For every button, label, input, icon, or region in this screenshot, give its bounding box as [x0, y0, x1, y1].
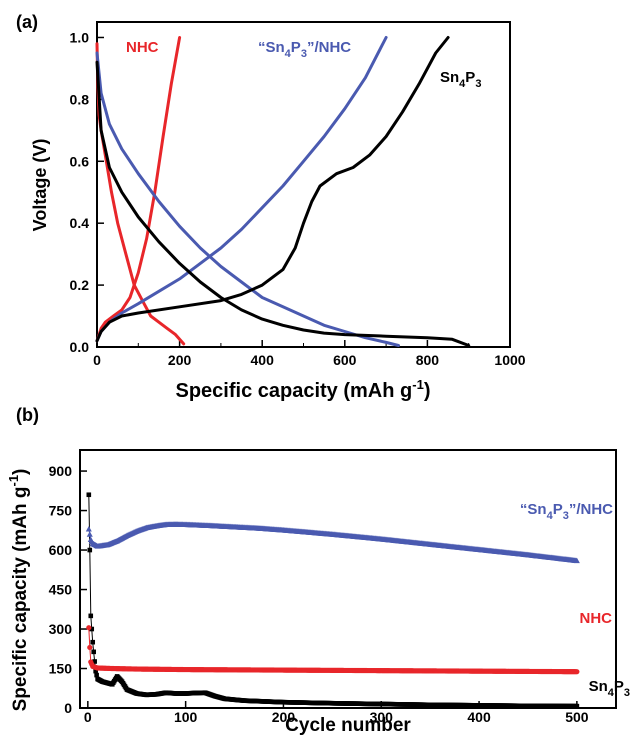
- panel-a-x-tick-label: 0: [93, 352, 101, 368]
- panel-b-y-tick-label: 750: [49, 503, 73, 519]
- panel-b-series-label-sn4p3-nhc: “Sn4P3”/NHC: [520, 501, 613, 522]
- panel-b-sn4p3-nhc-point: [573, 557, 580, 564]
- panel-b-sn4p3-point: [88, 613, 94, 619]
- panel-b-y-tick-label: 150: [49, 661, 73, 677]
- panel-b-series-sn4p3-nhc: [85, 521, 580, 564]
- panel-b-label: (b): [16, 405, 39, 425]
- panel-b-sn4p3-point: [91, 649, 96, 655]
- panel-b-sn4p3-point: [92, 659, 97, 664]
- panel-b-sn4p3-point: [86, 492, 92, 498]
- panel-a-series-label-sn4p3: Sn4P3: [440, 69, 481, 90]
- panel-b-y-tick-label: 300: [49, 621, 73, 637]
- panel-b-x-tick-label: 500: [565, 709, 589, 725]
- panel-a-series-labels: NHC “Sn4P3”/NHC Sn4P3: [126, 39, 481, 90]
- panel-b-y-axis-title-sup: -1: [6, 475, 21, 487]
- panel-b-nhc-line: [88, 627, 577, 673]
- panel-b-nhc-point: [87, 644, 93, 651]
- panel-a-sn4p3-nhc-discharge-curve: [95, 51, 400, 347]
- panel-b-nhc-point: [86, 625, 92, 631]
- panel-b-series-label-sn4p3: Sn4P3: [589, 678, 630, 699]
- panel-b-x-tick-label: 0: [84, 709, 92, 725]
- panel-b-y-axis-title: Specific capacity (mAh g-1): [6, 469, 31, 712]
- panel-a-x-axis-title-main: Specific capacity (mAh g: [176, 380, 413, 402]
- panel-b-y-axis-title-main: Specific capacity (mAh g: [10, 486, 31, 711]
- panel-b-y-tick-label: 450: [49, 582, 73, 598]
- panel-a-x-tick-label: 800: [416, 352, 440, 368]
- panel-a-y-tick-label: 0.0: [70, 339, 90, 355]
- panel-a-ticks: 0 200 400 600 800 1000 0.0 0.2 0.4 0.6 0.8 1.0: [70, 29, 526, 368]
- panel-a-y-tick-label: 0.2: [70, 277, 90, 293]
- panel-a-y-tick-label: 1.0: [70, 29, 90, 45]
- panel-b-sn4p3-point: [90, 639, 96, 645]
- panel-a-sn4p3-charge-curve: [95, 36, 450, 343]
- panel-b-x-axis-title: Cycle number: [285, 715, 411, 735]
- panel-a-label: (a): [16, 12, 38, 32]
- panel-b-x-tick-label: 200: [272, 709, 296, 725]
- panel-a-curves: [95, 36, 471, 347]
- panel-a-y-tick-label: 0.8: [70, 91, 90, 107]
- panel-b-x-tick-label: 100: [174, 709, 198, 725]
- panel-a-sn4p3-discharge-curve: [95, 60, 471, 347]
- panel-b-x-tick-label: 300: [370, 709, 394, 725]
- panel-b-plot-frame: [79, 449, 617, 709]
- panel-b-y-tick-label: 600: [49, 542, 73, 558]
- panel-b-series-sn4p3: [86, 492, 580, 709]
- panel-a-x-tick-label: 400: [251, 352, 275, 368]
- panel-a-x-axis-title-end: ): [424, 380, 431, 402]
- panel-b-sn4p3-point: [94, 672, 99, 678]
- panel-b-x-tick-label: 400: [467, 709, 491, 725]
- panel-a-series-label-sn4p3-nhc: “Sn4P3”/NHC: [258, 39, 351, 60]
- panel-b-series-nhc: [86, 625, 580, 675]
- panel-a-y-tick-label: 0.6: [70, 153, 90, 169]
- panel-b-sn4p3-nhc-point: [86, 531, 93, 537]
- panel-a-x-tick-label: 600: [333, 352, 357, 368]
- panel-a-x-axis-title: Specific capacity (mAh g-1): [176, 377, 431, 402]
- panel-b-sn4p3-point: [87, 547, 93, 553]
- panel-b-series-labels: “Sn4P3”/NHC NHC Sn4P3: [520, 501, 630, 699]
- panel-a: (a) 0 200 400 600 800 10000.00.20.40.60.81.0 …: [16, 12, 526, 402]
- panel-b-sn4p3-point: [89, 626, 95, 632]
- panel-b-y-tick-label: 0: [64, 700, 72, 716]
- panel-a-x-tick-label: 1000: [494, 352, 525, 368]
- panel-b-ticks: 0 100 200 300 400 500 0 150 300 450 600 750 900: [49, 463, 589, 725]
- panel-a-series-label-nhc: NHC: [126, 39, 159, 56]
- panel-b-y-axis-title-end: ): [10, 469, 31, 475]
- panel-a-x-axis-title-sup: -1: [412, 377, 424, 392]
- panel-a-y-tick-label: 0.4: [70, 215, 90, 231]
- panel-b-nhc-point: [574, 669, 580, 675]
- panel-b-sn4p3-nhc-line: [88, 523, 577, 562]
- panel-b: (b) 0 100 200 300 400 5000150300450600750900 …: [6, 405, 630, 735]
- panel-a-y-axis-title: Voltage (V): [30, 139, 50, 232]
- panel-b-sn4p3-nhc-point: [85, 525, 92, 532]
- panel-b-y-tick-label: 900: [49, 463, 73, 479]
- panel-b-points: [85, 492, 580, 709]
- panel-a-sn4p3-nhc-charge-curve: [95, 36, 388, 343]
- panel-b-sn4p3-point: [93, 668, 98, 674]
- panel-a-nhc-charge-curve: [95, 36, 182, 343]
- panel-b-sn4p3-point: [574, 703, 580, 709]
- panel-a-x-tick-label: 200: [168, 352, 192, 368]
- panel-b-series-label-nhc: NHC: [580, 610, 613, 627]
